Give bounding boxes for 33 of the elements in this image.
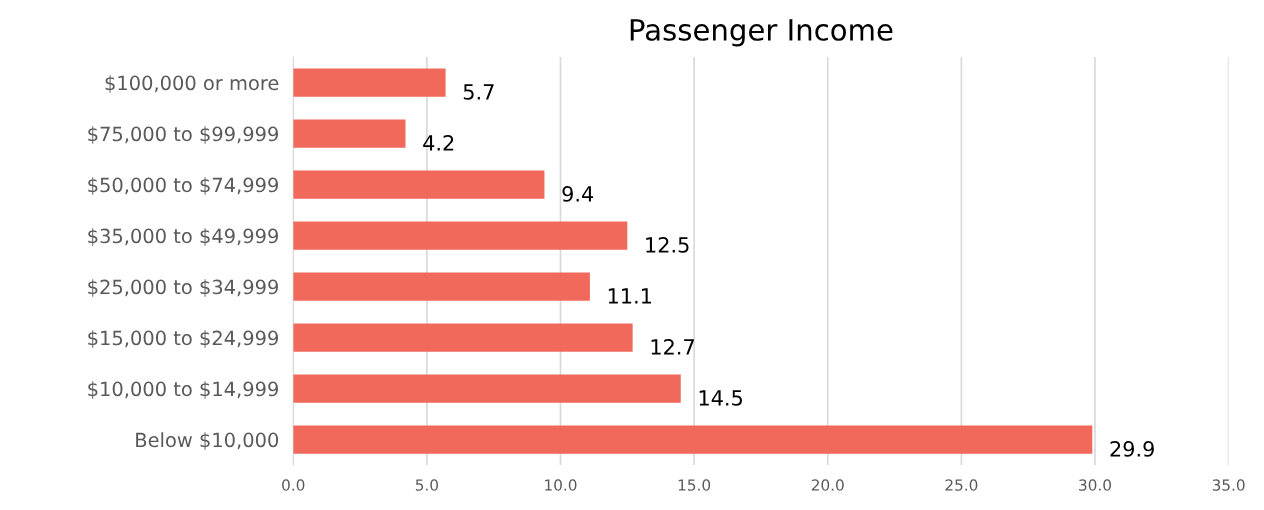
y-tick-label: $15,000 to $24,999 — [88, 330, 278, 348]
data-label: 12.5 — [646, 237, 689, 253]
y-tick-label: $25,000 to $34,999 — [88, 279, 278, 297]
data-label: 11.1 — [608, 288, 652, 304]
x-tick-label: 35.0 — [1212, 479, 1245, 491]
data-label: 5.7 — [463, 84, 494, 100]
x-tick-label: 5.0 — [415, 479, 439, 491]
bar — [293, 272, 590, 301]
bar — [293, 170, 545, 199]
bar — [293, 68, 446, 97]
bar — [293, 425, 1093, 454]
data-label: 4.2 — [423, 135, 454, 151]
y-tick-label: $100,000 or more — [105, 75, 279, 93]
x-tick-label: 30.0 — [1079, 479, 1111, 491]
x-tick-label: 0.0 — [282, 479, 305, 491]
bar — [293, 374, 681, 403]
x-tick-label: 15.0 — [678, 479, 711, 491]
data-label: 14.5 — [699, 390, 742, 406]
chart-title: Passenger Income — [630, 19, 893, 47]
x-tick-label: 25.0 — [945, 479, 978, 491]
x-tick-label: 20.0 — [811, 479, 844, 491]
y-tick-label: $75,000 to $99,999 — [88, 126, 278, 144]
bar — [293, 323, 633, 352]
x-tick-label: 10.0 — [545, 479, 577, 491]
y-tick-label: $35,000 to $49,999 — [88, 228, 278, 246]
data-label: 29.9 — [1110, 441, 1154, 457]
y-tick-label: $50,000 to $74,999 — [88, 177, 278, 195]
data-label: 12.7 — [651, 339, 694, 355]
bar — [293, 119, 406, 148]
y-tick-label: $10,000 to $14,999 — [88, 381, 278, 399]
data-label: 9.4 — [562, 186, 594, 202]
bar — [293, 221, 628, 250]
y-tick-label: Below $10,000 — [136, 432, 279, 450]
